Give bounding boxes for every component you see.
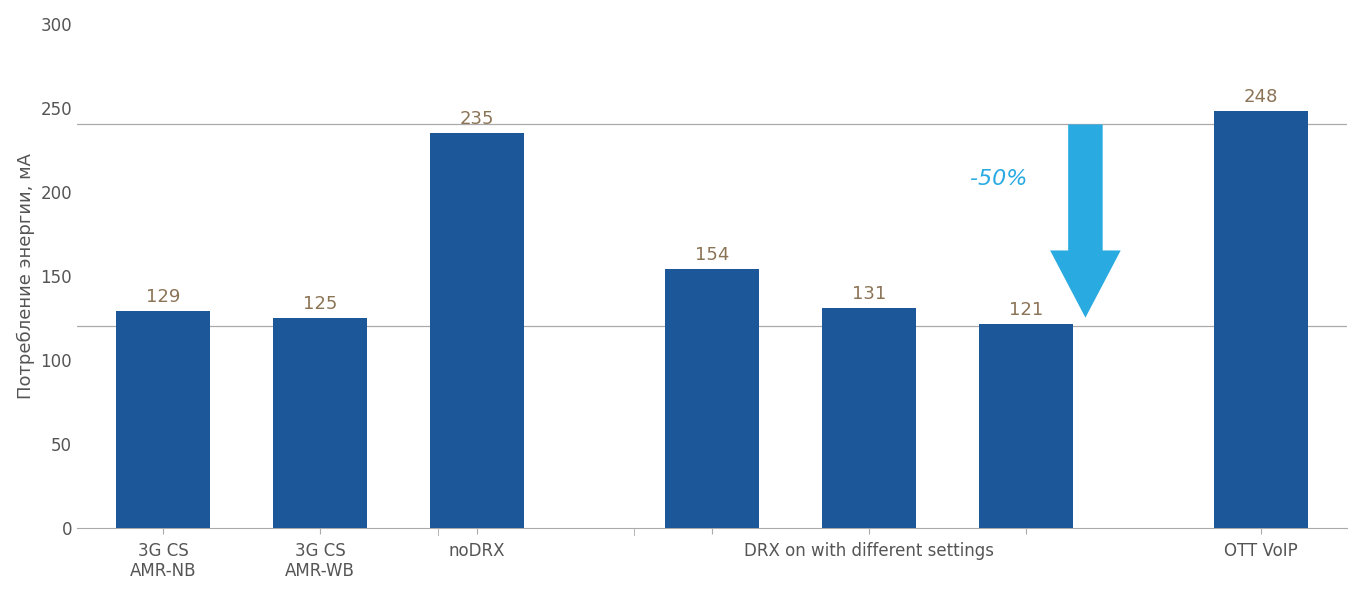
Text: 235: 235 [460,110,494,128]
Bar [430,133,524,528]
Text: 131: 131 [852,285,887,303]
Bar [666,269,760,528]
FancyArrow shape [1050,124,1121,318]
Text: 248: 248 [1244,88,1278,106]
Y-axis label: Потребление энергии, мА: Потребление энергии, мА [16,153,35,399]
Bar [822,307,917,528]
Text: 129: 129 [146,288,180,306]
Text: -50%: -50% [970,169,1028,189]
Bar [1214,111,1308,528]
Bar [116,311,210,528]
Bar [979,324,1073,528]
Text: 154: 154 [696,246,730,264]
Bar [273,318,367,528]
Text: 125: 125 [303,294,337,313]
Text: 121: 121 [1009,301,1043,319]
